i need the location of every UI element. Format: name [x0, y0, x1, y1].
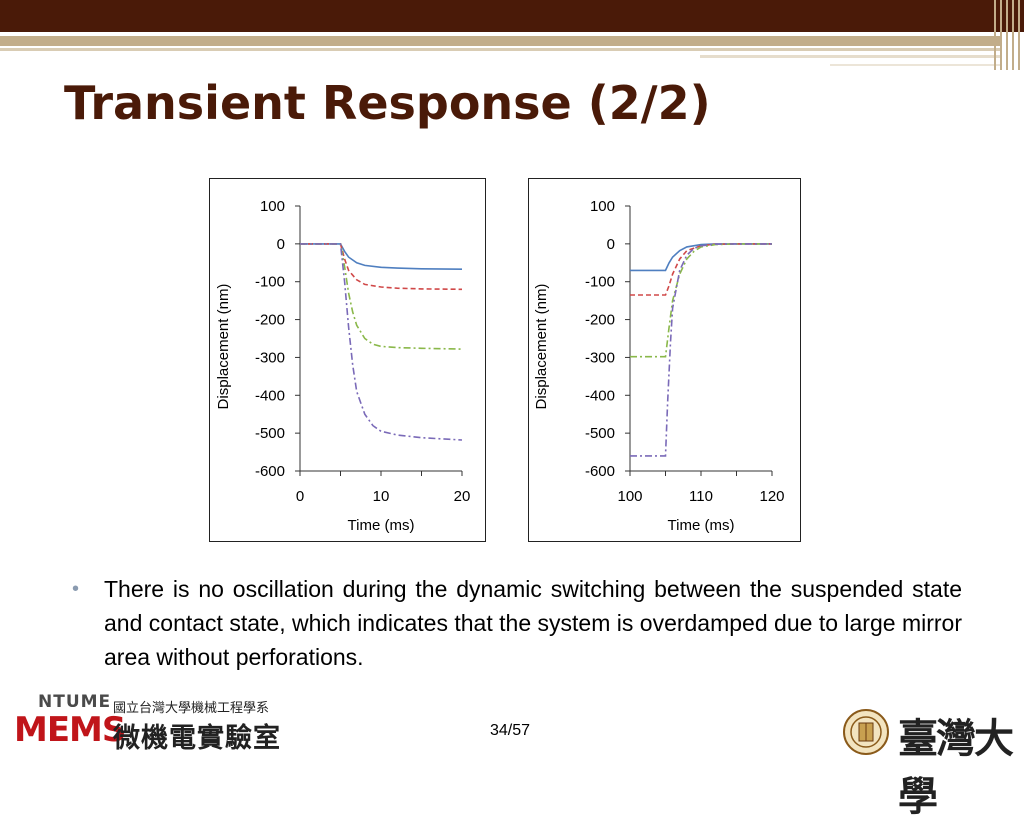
left-x-tick-label: 20: [454, 488, 471, 505]
chart-right: 100 0 -100 -200 -300 -400 -500 -600 100 110 120 Tim…: [528, 178, 801, 542]
logo-ntume: NTUME: [38, 692, 112, 712]
university-seal-icon: [843, 709, 889, 755]
bullet-point: • There is no oscillation during the dyn…: [72, 572, 962, 674]
left-series-line-1: [300, 243, 463, 270]
right-y-tick-label: 100: [590, 198, 615, 215]
right-x-tick-label: 100: [617, 488, 642, 505]
chart-left-plot: 100 0 -100 -200 -300 -400 -500 -600 0 10 20 Time (m…: [215, 198, 471, 534]
department-name: 國立台灣大學機械工程學系: [113, 701, 270, 716]
left-y-tick-label: -500: [255, 425, 285, 442]
right-x-tick-label: 110: [689, 488, 713, 505]
right-y-tick-label: -600: [585, 463, 615, 480]
right-y-axis-label: Displacement (nm): [533, 284, 550, 410]
right-y-tick-label: -300: [585, 349, 615, 366]
header-band: [0, 36, 1000, 46]
right-y-tick-label: 0: [607, 236, 615, 253]
left-x-tick-label: 10: [373, 488, 390, 505]
right-series-line-3: [630, 243, 772, 358]
left-y-tick-label: -100: [255, 274, 285, 291]
bullet-icon: •: [72, 578, 80, 600]
right-y-tick-label: -200: [585, 312, 615, 329]
right-x-tick-label: 120: [759, 488, 784, 505]
left-y-axis-label: Displacement (nm): [215, 284, 232, 410]
left-y-tick-label: 0: [277, 236, 285, 253]
university-name: 臺灣大學: [898, 715, 1014, 820]
right-y-tick-label: -100: [585, 274, 615, 291]
right-y-tick-label: -400: [585, 387, 615, 404]
right-series-line-1: [630, 243, 772, 272]
header-stripes: [990, 0, 1024, 70]
left-y-tick-label: -400: [255, 387, 285, 404]
page-number: 34/57: [490, 722, 531, 739]
lab-name: 微機電實驗室: [113, 723, 281, 754]
left-x-axis-label: Time (ms): [348, 517, 415, 534]
left-series-line-4: [300, 243, 463, 441]
header-band-thin: [0, 48, 1000, 51]
chart-left: 100 0 -100 -200 -300 -400 -500 -600 0 10 20 Time (m…: [209, 178, 486, 542]
header-accent-line-short: [830, 64, 1000, 66]
right-series-line-2: [630, 243, 772, 296]
right-series-line-4: [630, 243, 772, 457]
left-y-tick-label: -300: [255, 349, 285, 366]
left-series-line-3: [300, 243, 463, 350]
slide-title: Transient Response (2/2): [64, 76, 711, 130]
header-bar: [0, 0, 1024, 32]
right-y-tick-label: -500: [585, 425, 615, 442]
left-y-tick-label: -600: [255, 463, 285, 480]
mems-logo: NTUME MEMS: [14, 692, 126, 756]
left-x-tick-label: 0: [296, 488, 304, 505]
header-accent-line: [700, 55, 1000, 58]
left-y-tick-label: 100: [260, 198, 285, 215]
left-y-tick-label: -200: [255, 312, 285, 329]
bullet-text: There is no oscillation during the dynam…: [104, 576, 962, 670]
right-x-axis-label: Time (ms): [668, 517, 735, 534]
logo-mems: MEMS: [14, 710, 126, 750]
